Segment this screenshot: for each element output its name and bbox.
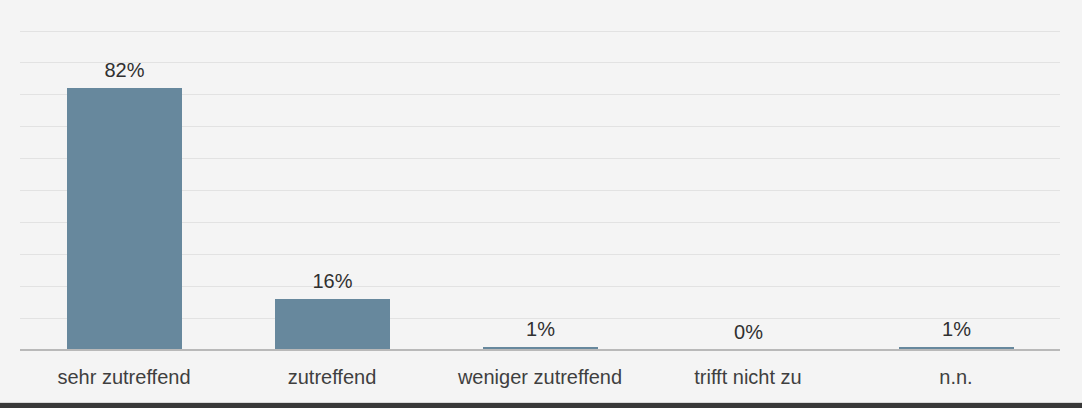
bar-zutreffend	[275, 299, 390, 350]
gridline	[20, 31, 1060, 32]
category-label: sehr zutreffend	[20, 364, 228, 390]
category-label: weniger zutreffend	[436, 364, 644, 390]
x-axis-baseline	[20, 349, 1060, 351]
plot-area: 82% sehr zutreffend 16% zutreffend 1% weniger…	[0, 0, 1082, 408]
category-label: zutreffend	[228, 364, 436, 390]
bar-chart: 82% sehr zutreffend 16% zutreffend 1% weniger…	[0, 0, 1082, 408]
category-label: n.n.	[852, 364, 1060, 390]
category-label: trifft nicht zu	[644, 364, 852, 390]
value-label: 16%	[262, 269, 403, 293]
value-label: 1%	[886, 317, 1027, 341]
bar-sehr-zutreffend	[67, 88, 182, 350]
value-label: 0%	[678, 320, 819, 344]
value-label: 82%	[54, 58, 195, 82]
bottom-window-edge	[0, 402, 1082, 408]
value-label: 1%	[470, 317, 611, 341]
